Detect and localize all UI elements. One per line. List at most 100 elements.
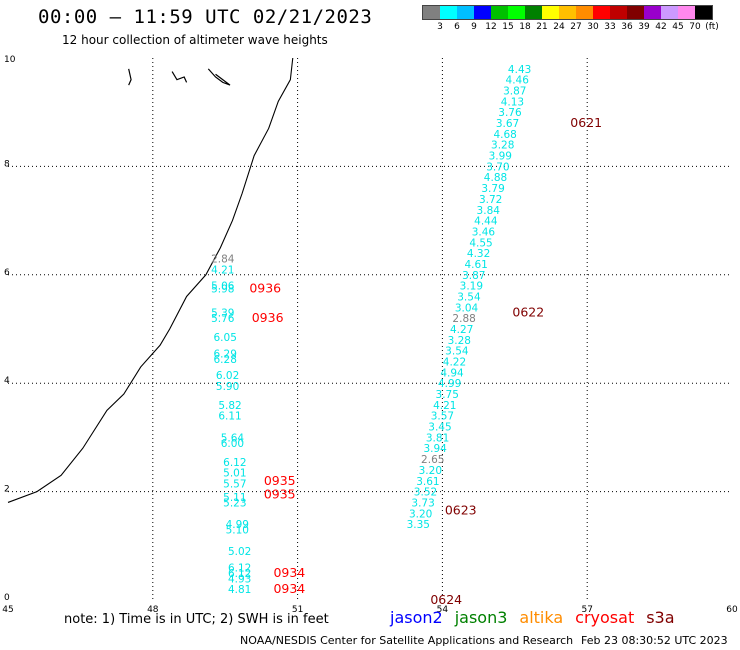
color-scale-cell (559, 6, 576, 19)
wave-height-value: 3.81 (426, 432, 449, 444)
pass-time-label: 0935 (264, 486, 296, 501)
island-outline (171, 71, 188, 83)
wave-height-value: 3.67 (496, 118, 519, 130)
color-scale-label: 30 (587, 22, 599, 32)
color-scale-legend: 3 6 9 12 15 18 21 24 27 30 33 36 39 42 45 70 (ft) (422, 5, 719, 32)
color-scale-cell (474, 6, 491, 19)
color-scale-label: 6 (454, 22, 460, 32)
pass-time-label: 0622 (512, 305, 544, 320)
wave-height-value: 2.65 (421, 454, 444, 466)
color-scale-label: 33 (604, 22, 616, 32)
wave-height-value: 5.57 (223, 478, 246, 490)
color-scale-label: 12 (485, 22, 497, 32)
wave-height-value: 4.81 (228, 584, 251, 596)
wave-height-value: 6.12 (228, 568, 251, 580)
wave-height-value: 3.94 (423, 443, 447, 455)
wave-height-value: 3.54 (445, 346, 469, 358)
y-tick-label: 6 (4, 268, 10, 278)
y-tick-label: 4 (4, 376, 10, 386)
color-scale-label: 9 (471, 22, 477, 32)
color-scale-label: 39 (638, 22, 650, 32)
x-tick-label: 54 (437, 605, 449, 615)
pass-time-label: 0621 (570, 115, 602, 130)
legend-jason2: jason2 (390, 608, 443, 627)
wave-height-value: 3.46 (472, 226, 496, 238)
wave-height-value: 5.39 (211, 308, 234, 320)
wave-height-value: 4.68 (493, 129, 516, 141)
x-tick-label: 45 (2, 605, 13, 615)
wave-height-value: 3.84 (477, 205, 501, 217)
pass-time-label: 0936 (249, 280, 281, 295)
x-tick-label: 51 (292, 605, 303, 615)
color-scale-label: 27 (570, 22, 582, 32)
wave-height-value: 6.05 (214, 332, 237, 344)
wave-height-value: 6.28 (214, 354, 237, 366)
color-scale-cell (525, 6, 542, 19)
color-scale-cell (644, 6, 661, 19)
wave-height-value: 6.12 (223, 457, 246, 469)
color-scale-label: 70 (689, 22, 701, 32)
color-scale-cell (627, 6, 644, 19)
pass-time-label: 0935 (264, 473, 296, 488)
wave-height-value: 4.88 (484, 172, 507, 184)
color-scale-cells (422, 5, 713, 20)
wave-height-value: 3.28 (448, 335, 471, 347)
color-scale-label: 45 (672, 22, 684, 32)
wave-height-value: 5.06 (211, 281, 235, 293)
wave-height-value: 3.35 (407, 519, 430, 531)
wave-height-value: 5.10 (226, 525, 249, 537)
wave-height-value: 4.44 (474, 216, 498, 228)
wave-height-value: 4.27 (450, 324, 473, 336)
wave-height-value: 3.52 (414, 487, 437, 499)
wave-height-value: 5.02 (228, 546, 251, 558)
color-scale-labels: 3 6 9 12 15 18 21 24 27 30 33 36 39 42 45 70 (ft) (422, 20, 719, 32)
wave-height-value: 3.45 (428, 422, 451, 434)
wave-height-value: 3.87 (503, 86, 526, 98)
wave-height-value: 4.61 (464, 259, 487, 271)
generated-timestamp: Feb 23 08:30:52 UTC 2023 (581, 634, 728, 647)
wave-height-value: 4.93 (228, 573, 251, 585)
credit-text: NOAA/NESDIS Center for Satellite Applica… (240, 634, 574, 647)
wave-height-value: 2.84 (211, 254, 235, 266)
wave-height-value: 3.28 (491, 140, 514, 152)
pass-time-label: 0623 (445, 503, 477, 518)
color-scale-label: 36 (621, 22, 633, 32)
satellite-legend: jason2 jason3 altika cryosat s3a (390, 608, 675, 627)
color-scale-cell (542, 6, 559, 19)
color-scale-cell (491, 6, 508, 19)
wave-height-value: 6.02 (216, 370, 239, 382)
coastline (7, 57, 294, 503)
wave-height-value: 5.23 (223, 497, 246, 509)
x-tick-label: 60 (726, 605, 738, 615)
color-scale-cell (508, 6, 525, 19)
wave-height-value: 4.21 (211, 264, 234, 276)
y-tick-label: 10 (4, 55, 16, 65)
wave-height-value: 4.99 (226, 519, 249, 531)
x-tick-label: 48 (147, 605, 159, 615)
color-scale-cell (423, 6, 440, 19)
color-scale-cell (593, 6, 610, 19)
island-outline (128, 68, 132, 86)
wave-height-value: 4.32 (467, 248, 490, 260)
y-tick-label: 2 (4, 485, 10, 495)
color-scale-label: 18 (519, 22, 531, 32)
wave-height-value: 3.70 (486, 161, 509, 173)
color-scale-cell (661, 6, 678, 19)
pass-time-label: 0934 (273, 565, 305, 580)
wave-height-value: 3.76 (498, 107, 522, 119)
chart-title: 00:00 – 11:59 UTC 02/21/2023 (38, 6, 373, 28)
wave-height-value: 6.12 (228, 562, 251, 574)
y-tick-label: 8 (4, 159, 10, 169)
color-scale-cell (678, 6, 695, 19)
color-scale-cell (695, 6, 712, 19)
wave-height-value: 6.11 (218, 411, 241, 423)
wave-height-value: 3.19 (460, 281, 483, 293)
color-scale-cell (576, 6, 593, 19)
legend-cryosat: cryosat (575, 608, 635, 627)
color-scale-label: 15 (502, 22, 514, 32)
units-note: note: 1) Time is in UTC; 2) SWH is in fe… (64, 612, 329, 627)
wave-height-value: 4.99 (438, 378, 461, 390)
wave-height-value: 5.90 (216, 381, 239, 393)
wave-height-value: 5.01 (223, 468, 246, 480)
wave-height-value: 5.64 (221, 432, 245, 444)
